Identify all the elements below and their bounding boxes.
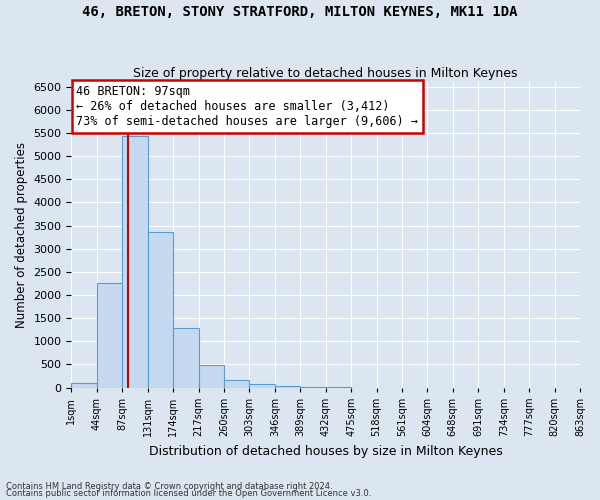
Bar — [71, 383, 97, 388]
Bar — [97, 282, 122, 388]
X-axis label: Distribution of detached houses by size in Milton Keynes: Distribution of detached houses by size … — [149, 444, 503, 458]
Text: 46 BRETON: 97sqm
← 26% of detached houses are smaller (3,412)
73% of semi-detach: 46 BRETON: 97sqm ← 26% of detached house… — [76, 85, 418, 128]
Bar — [250, 384, 275, 388]
Bar — [199, 365, 224, 388]
Text: 46, BRETON, STONY STRATFORD, MILTON KEYNES, MK11 1DA: 46, BRETON, STONY STRATFORD, MILTON KEYN… — [82, 5, 518, 19]
Text: Contains public sector information licensed under the Open Government Licence v3: Contains public sector information licen… — [6, 489, 371, 498]
Bar — [173, 328, 199, 388]
Bar — [148, 232, 173, 388]
Bar — [122, 136, 148, 388]
Y-axis label: Number of detached properties: Number of detached properties — [15, 142, 28, 328]
Title: Size of property relative to detached houses in Milton Keynes: Size of property relative to detached ho… — [133, 66, 518, 80]
Text: Contains HM Land Registry data © Crown copyright and database right 2024.: Contains HM Land Registry data © Crown c… — [6, 482, 332, 491]
Bar — [275, 386, 300, 388]
Bar — [224, 380, 250, 388]
